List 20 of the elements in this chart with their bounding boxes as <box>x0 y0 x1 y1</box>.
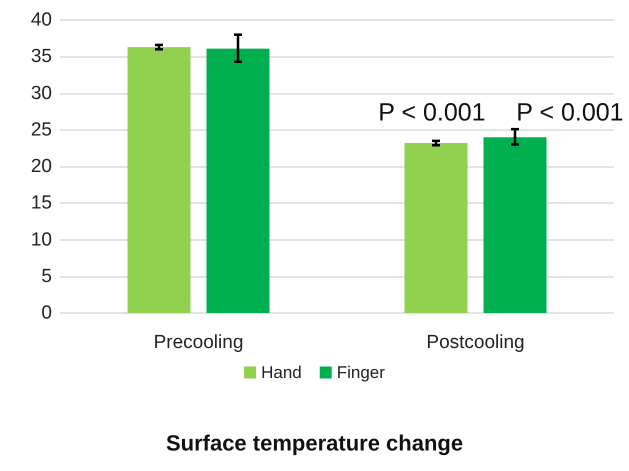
y-tick-label: 40 <box>30 10 52 30</box>
x-tick-label: Postcooling <box>426 332 525 353</box>
y-tick-label: 35 <box>30 46 52 68</box>
y-tick-label: 25 <box>30 119 52 140</box>
legend-label: Finger <box>336 363 386 382</box>
y-tick-label: 15 <box>30 192 52 214</box>
text: Surface temperature change <box>166 430 464 456</box>
bar <box>484 137 546 313</box>
annotation: P < 0.001 <box>516 98 624 126</box>
bar <box>404 143 468 313</box>
bar <box>128 47 190 313</box>
y-tick-label: 30 <box>30 82 52 104</box>
x-tick-label: Precooling <box>154 332 244 353</box>
annotation: P < 0.001 <box>378 98 486 126</box>
y-tick-label: 20 <box>30 156 52 177</box>
y-tick-label: 10 <box>30 229 52 250</box>
y-tick-label: 5 <box>41 266 52 287</box>
bar <box>206 48 270 313</box>
legend-label: Hand <box>261 363 302 382</box>
y-tick-label: 0 <box>41 302 52 324</box>
